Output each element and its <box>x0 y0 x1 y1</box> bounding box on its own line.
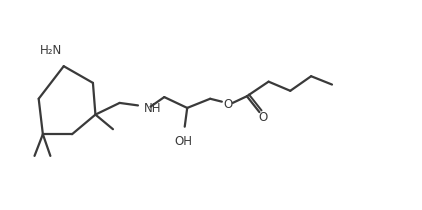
Text: NH: NH <box>144 102 161 115</box>
Text: OH: OH <box>174 135 192 148</box>
Text: H₂N: H₂N <box>40 44 62 57</box>
Text: O: O <box>223 98 233 111</box>
Text: O: O <box>258 112 268 125</box>
